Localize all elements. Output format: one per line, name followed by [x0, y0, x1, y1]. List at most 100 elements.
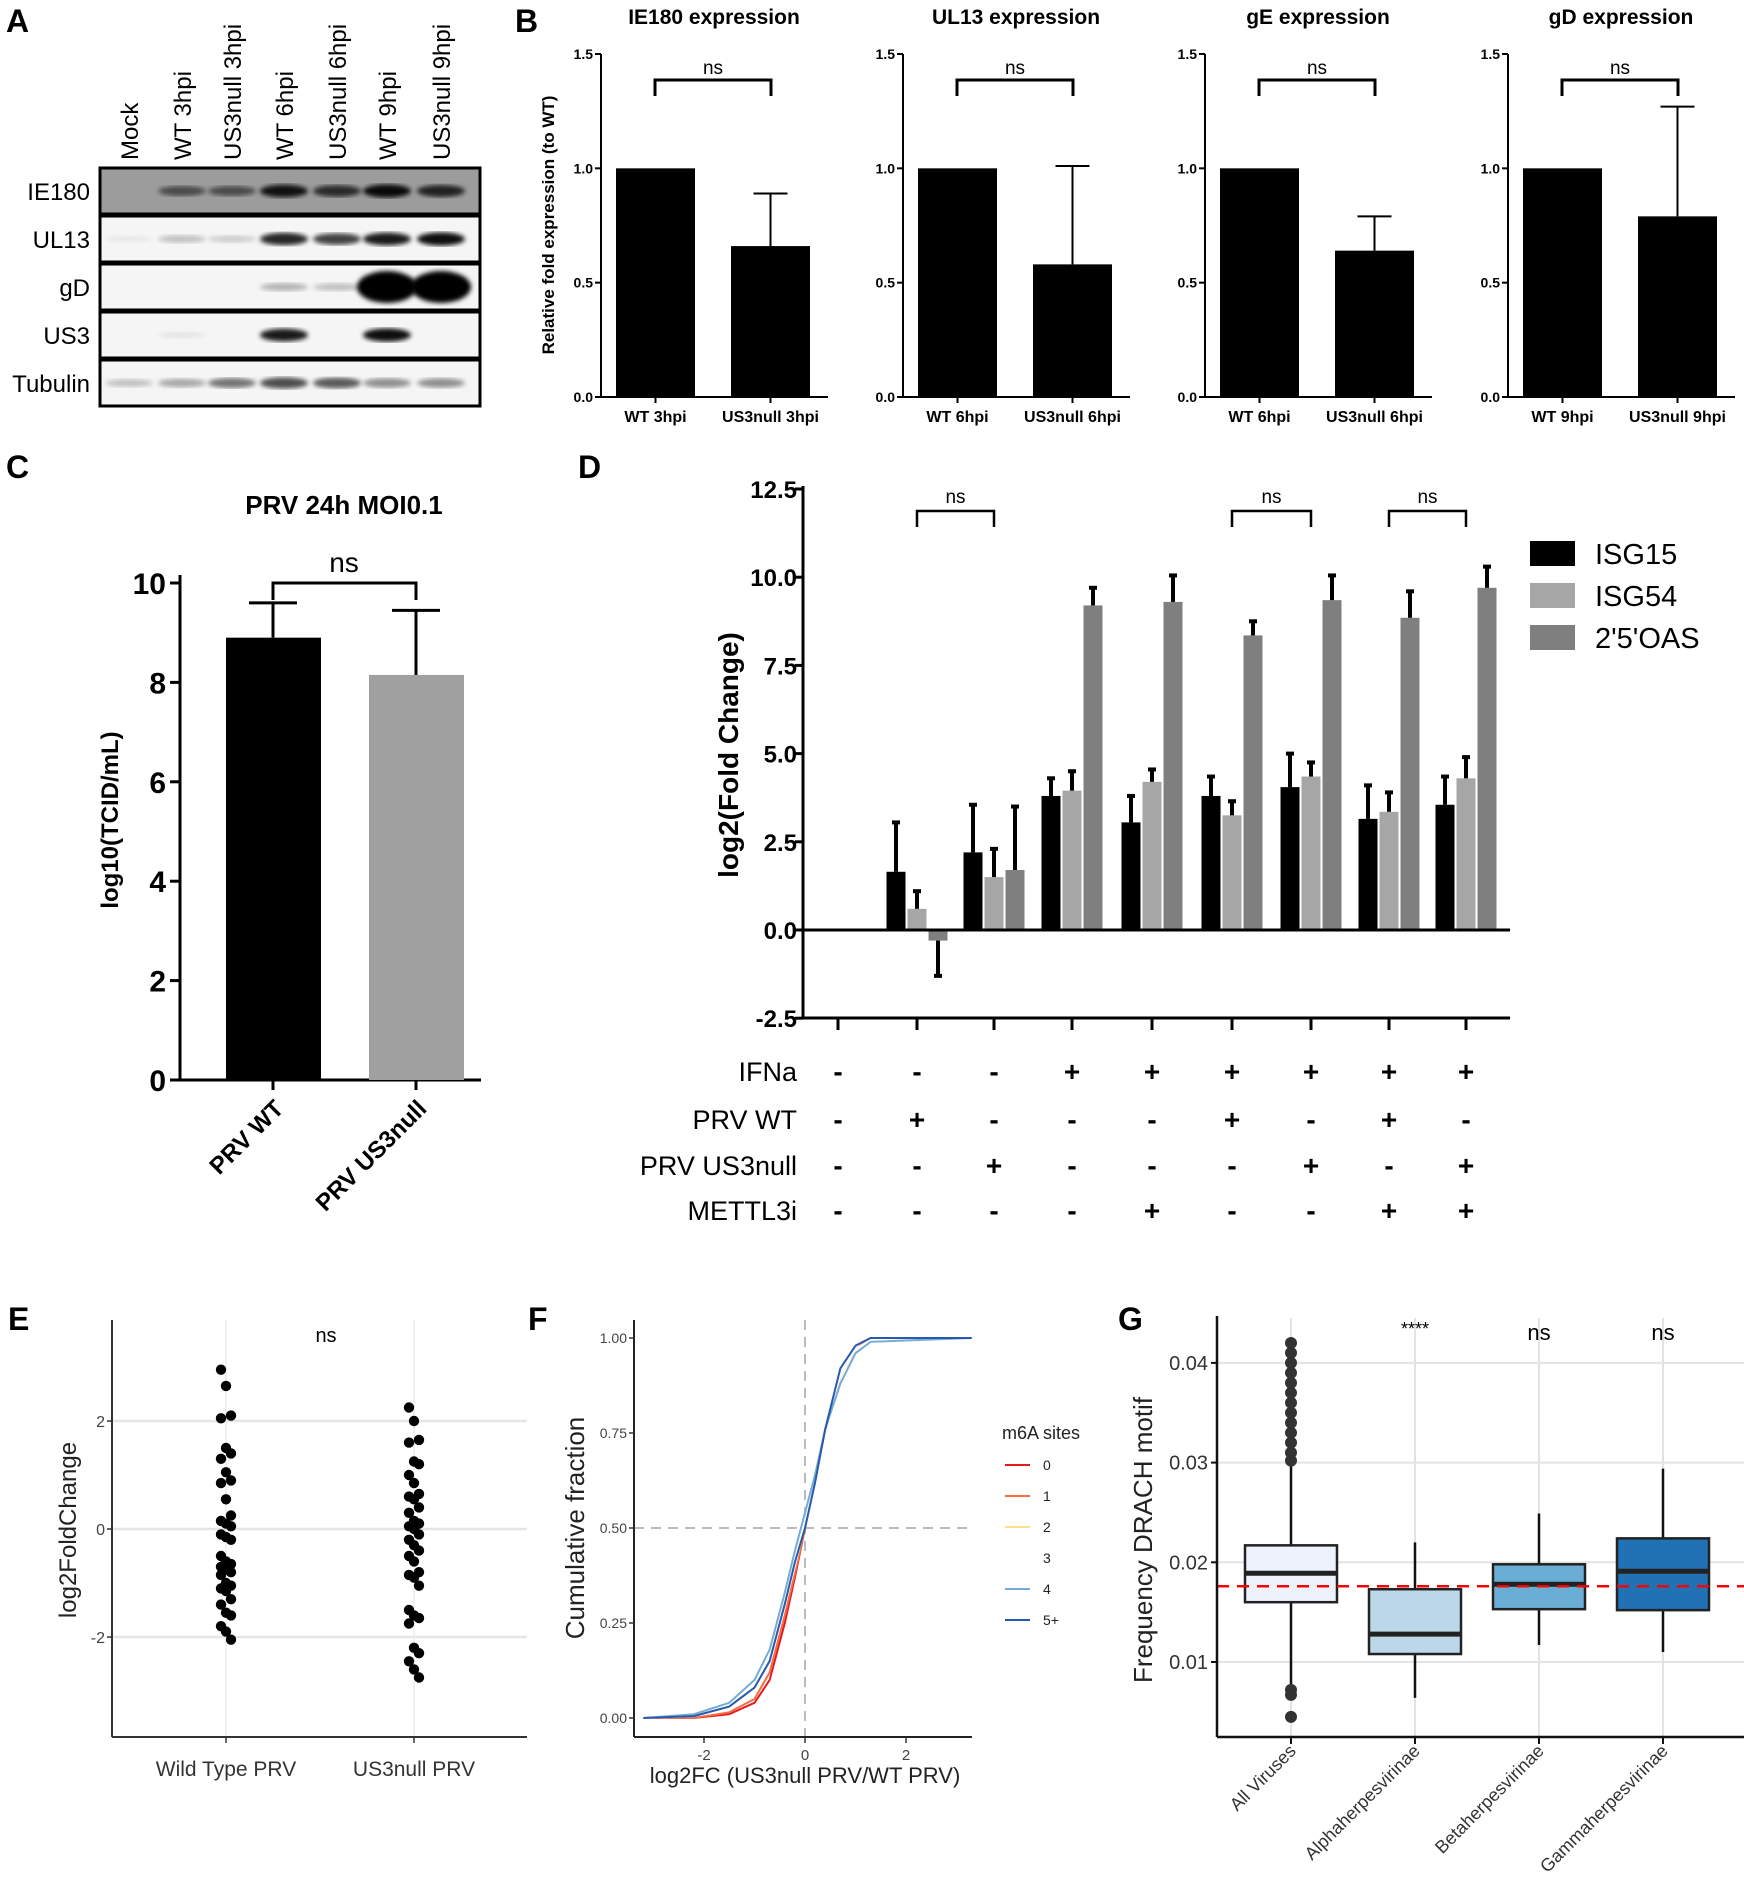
- panel-label-g: G: [1118, 1301, 1143, 1337]
- y-tick-label: 0.50: [600, 1520, 627, 1536]
- data-point: [225, 1521, 237, 1532]
- y-tick-label: 0.04: [1169, 1353, 1208, 1375]
- chart-title: gE expression: [1246, 6, 1390, 29]
- protein-band: [158, 235, 206, 243]
- bar: [1222, 815, 1242, 930]
- data-point: [220, 1494, 232, 1505]
- data-point: [215, 1599, 227, 1610]
- significance-bracket: [1560, 78, 1680, 96]
- legend-label: ISG54: [1595, 581, 1677, 613]
- protein-band: [357, 271, 417, 303]
- bar: [1379, 811, 1399, 930]
- bar: [369, 674, 464, 1080]
- bar: [1243, 635, 1263, 930]
- significance-label: ns: [1261, 487, 1281, 508]
- treatment-sign: +: [1381, 1056, 1397, 1087]
- legend-label: 2'5'OAS: [1595, 623, 1700, 655]
- protein-band: [363, 378, 411, 388]
- bar: [1523, 168, 1602, 397]
- x-tick-label: WT 6hpi: [1228, 409, 1290, 426]
- legend-swatch: [1530, 625, 1575, 650]
- data-point: [403, 1618, 415, 1629]
- y-tick-label: 8: [149, 667, 166, 700]
- lane-label: WT 9hpi: [375, 71, 402, 160]
- ecdf-line: [643, 1337, 972, 1719]
- x-tick-label: 0: [801, 1747, 809, 1764]
- box: [1615, 1537, 1711, 1612]
- significance-label: ns: [315, 1325, 336, 1347]
- y-tick-label: 2: [96, 1414, 105, 1431]
- treatment-label: PRV US3null: [640, 1151, 797, 1181]
- bar: [984, 877, 1004, 930]
- outlier-point: [1285, 1436, 1297, 1449]
- significance-label: ns: [703, 58, 723, 79]
- data-point: [215, 1453, 227, 1465]
- legend-title: m6A sites: [1002, 1423, 1080, 1443]
- y-tick-label: 0: [149, 1065, 166, 1098]
- lane-label: US3null 3hpi: [220, 24, 247, 160]
- data-point: [403, 1437, 415, 1448]
- protein-band: [363, 232, 411, 246]
- lane-label: Mock: [117, 102, 144, 160]
- y-tick-label: 0.0: [1481, 389, 1501, 405]
- y-tick-label: 0.01: [1169, 1652, 1208, 1674]
- data-point: [215, 1364, 227, 1375]
- y-tick-label: 2.5: [764, 830, 797, 857]
- bar: [1322, 600, 1342, 930]
- data-point: [408, 1477, 420, 1489]
- y-tick-label: 0.0: [764, 918, 797, 945]
- significance-label: ns: [1417, 487, 1437, 508]
- bar: [907, 908, 927, 930]
- treatment-label: METTL3i: [687, 1196, 797, 1226]
- lane-label: US3null 9hpi: [429, 24, 456, 160]
- y-axis-label: log2(Fold Change): [713, 632, 744, 878]
- legend-swatch: [1530, 541, 1575, 566]
- panel-label-b: B: [515, 3, 538, 39]
- y-tick-label: 0.25: [600, 1615, 627, 1631]
- data-point: [413, 1502, 425, 1513]
- significance-label: ns: [1307, 58, 1327, 79]
- data-point: [408, 1415, 420, 1427]
- treatment-sign: +: [986, 1150, 1002, 1181]
- significance-label: ns: [329, 547, 359, 578]
- protein-band: [411, 271, 471, 303]
- y-axis-label: Relative fold expression (to WT): [539, 96, 558, 355]
- x-tick-label: WT 3hpi: [624, 409, 686, 426]
- y-tick-label: 7.5: [764, 653, 797, 680]
- protein-band: [363, 328, 411, 342]
- treatment-sign: -: [1227, 1195, 1236, 1226]
- significance-bracket: [1387, 509, 1468, 527]
- treatment-sign: -: [833, 1150, 842, 1181]
- legend-label: 0: [1043, 1457, 1051, 1473]
- protein-band: [105, 235, 153, 243]
- y-tick-label: 1.0: [1481, 160, 1501, 176]
- data-point: [403, 1402, 415, 1413]
- outlier-point: [1285, 1386, 1297, 1399]
- data-point: [225, 1567, 237, 1578]
- x-tick-label: WT 6hpi: [926, 409, 988, 426]
- y-axis-label: log10(TCID/mL): [97, 731, 124, 908]
- bar: [1477, 587, 1497, 930]
- data-point: [408, 1494, 420, 1505]
- data-point: [408, 1664, 420, 1675]
- bar: [1005, 870, 1025, 930]
- ecdf-line: [643, 1337, 972, 1719]
- y-tick-label: 1.0: [876, 160, 896, 176]
- protein-band: [158, 186, 206, 196]
- x-tick-label: Wild Type PRV: [156, 1758, 296, 1781]
- bar: [1121, 822, 1141, 930]
- y-tick-label: 6: [149, 767, 166, 800]
- data-point: [413, 1580, 425, 1591]
- y-tick-label: -2.5: [756, 1006, 797, 1033]
- treatment-sign: +: [1303, 1056, 1319, 1087]
- protein-band: [260, 184, 308, 198]
- data-point: [413, 1648, 425, 1659]
- y-tick-label: 1.5: [574, 46, 594, 62]
- protein-band: [313, 283, 361, 291]
- treatment-sign: +: [1224, 1056, 1240, 1087]
- data-point: [225, 1610, 237, 1621]
- chart-title: IE180 expression: [628, 6, 800, 29]
- x-tick-label: US3null 6hpi: [1024, 409, 1121, 426]
- outlier-point: [1285, 1336, 1297, 1349]
- x-axis-label: log2FC (US3null PRV/WT PRV): [650, 1763, 961, 1788]
